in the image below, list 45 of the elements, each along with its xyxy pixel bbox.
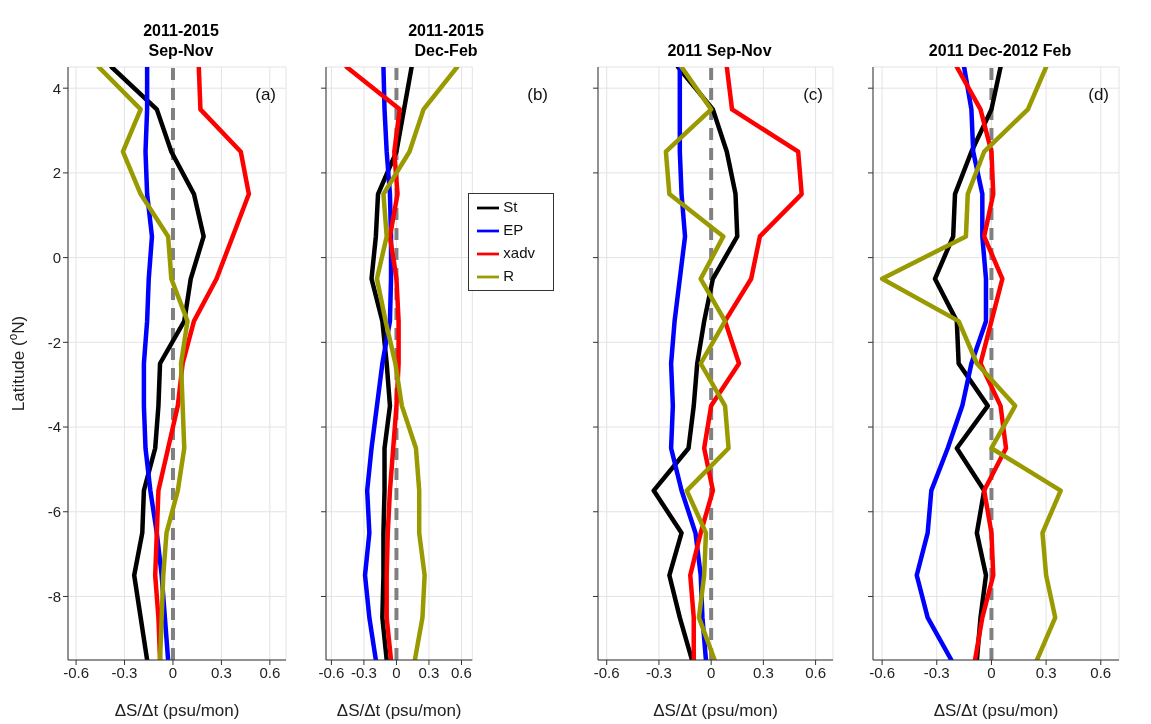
x-axis-title: ΔS/Δt (psu/mon) — [933, 701, 1059, 720]
x-tick-label: 0.3 — [418, 663, 440, 681]
annotation: (d) — [1088, 85, 1109, 105]
chart-title: 2011-2015 Dec-Feb — [407, 21, 485, 61]
x-tick-label: 0.6 — [451, 663, 472, 681]
y-tick-label: -4 — [47, 418, 61, 436]
x-tick-label: -0.3 — [923, 663, 950, 681]
x-tick-label: 0 — [392, 663, 401, 681]
legend-label: St — [503, 198, 518, 215]
x-tick-label: -0.3 — [111, 663, 138, 681]
y-tick-label: -6 — [47, 503, 61, 521]
y-tick-label: 4 — [52, 79, 61, 97]
x-tick-label: 0 — [987, 663, 996, 681]
x-tick-label: -0.6 — [593, 663, 620, 681]
line-series — [109, 67, 206, 660]
y-tick-label: 2 — [52, 164, 61, 182]
legend-label: xadv — [503, 244, 535, 262]
x-tick-label: 0.3 — [1035, 663, 1057, 681]
x-tick-label: 0.6 — [805, 663, 827, 681]
chart-title: 2011 Sep-Nov — [666, 41, 773, 61]
x-tick-label: 0 — [168, 663, 178, 681]
x-tick-label: -0.3 — [646, 663, 672, 681]
chart-title: 2011 Dec-2012 Feb — [927, 41, 1073, 61]
legend-label: R — [503, 267, 515, 285]
annotation: (a) — [255, 85, 276, 105]
x-axis-title: ΔS/Δt (psu/mon) — [336, 701, 462, 720]
x-tick-label: 0.3 — [210, 663, 232, 681]
x-axis-title: ΔS/Δt (psu/mon) — [653, 701, 778, 720]
annotation: (c) — [803, 85, 823, 105]
x-tick-label: 0.3 — [752, 663, 774, 681]
x-tick-label: -0.6 — [63, 663, 89, 681]
x-tick-label: -0.3 — [351, 663, 377, 681]
x-tick-label: -0.6 — [318, 663, 345, 681]
y-tick-label: 0 — [52, 248, 61, 266]
legend-label: EP — [503, 221, 524, 239]
x-tick-label: 0.6 — [1090, 663, 1112, 681]
x-tick-label: 0 — [706, 663, 716, 681]
text: (b) — [527, 85, 548, 105]
y-tick-label: -2 — [47, 333, 61, 351]
x-tick-label: -0.6 — [869, 663, 896, 681]
y-tick-label: -8 — [47, 587, 61, 605]
line-series — [96, 67, 190, 660]
x-axis-title: ΔS/Δt (psu/mon) — [114, 701, 240, 720]
chart-title: 2011-2015 Sep-Nov — [142, 21, 220, 61]
x-tick-label: 0.6 — [259, 663, 281, 681]
